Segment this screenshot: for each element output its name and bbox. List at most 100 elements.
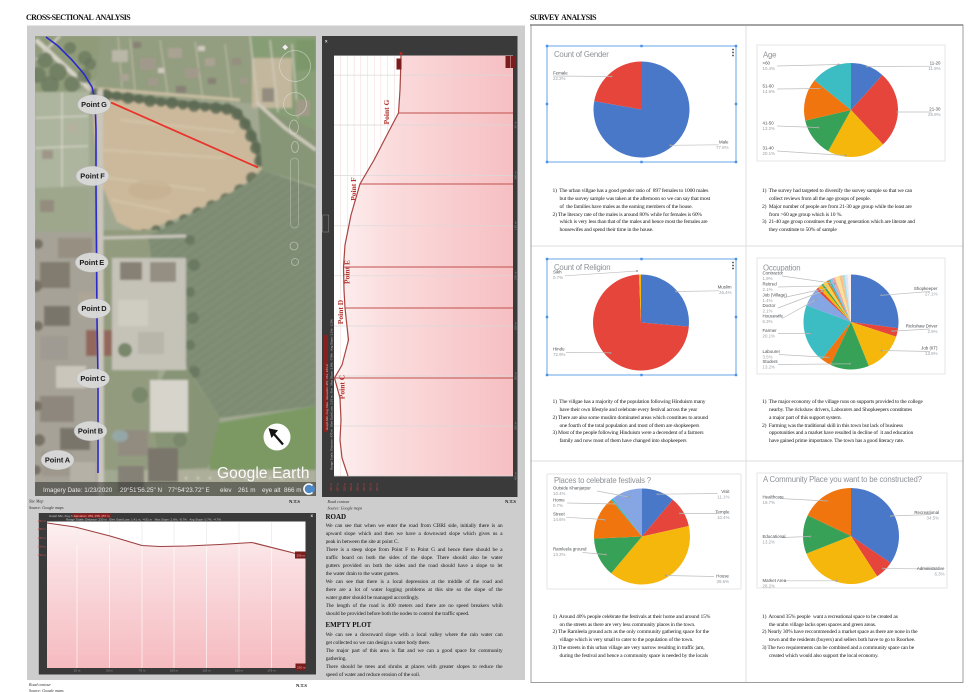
svg-text:Point D: Point D bbox=[81, 304, 107, 313]
svg-text:41-50: 41-50 bbox=[763, 121, 775, 126]
svg-text:House: House bbox=[716, 574, 729, 579]
svg-text:Job (Village): Job (Village) bbox=[763, 293, 788, 298]
svg-text:22.2%: 22.2% bbox=[553, 76, 566, 81]
svg-text:77.8%: 77.8% bbox=[716, 145, 729, 150]
svg-text:elev: elev bbox=[220, 487, 232, 494]
svg-text:13.2%: 13.2% bbox=[763, 365, 776, 370]
svg-text:Point G: Point G bbox=[382, 99, 391, 124]
svg-text:77°54'23.72" E: 77°54'23.72" E bbox=[168, 486, 210, 494]
svg-text:25 m: 25 m bbox=[74, 669, 81, 673]
svg-text:Labourer: Labourer bbox=[763, 349, 781, 354]
svg-text:x: x bbox=[311, 513, 314, 518]
svg-text:14.6%: 14.6% bbox=[553, 517, 566, 522]
svg-text:Rickshaw Driver: Rickshaw Driver bbox=[906, 324, 938, 329]
svg-text:Educational: Educational bbox=[763, 534, 786, 539]
svg-text:Point E: Point E bbox=[79, 258, 104, 267]
svg-text:Visit: Visit bbox=[721, 489, 730, 494]
svg-text:Job (IIT): Job (IIT) bbox=[921, 346, 938, 351]
svg-text:34.5%: 34.5% bbox=[927, 516, 940, 521]
svg-text:Road contour: Road contour bbox=[327, 499, 350, 504]
svg-text:261 m: 261 m bbox=[238, 487, 256, 494]
svg-text:Graph Min, Avg, Max Elevatio: Graph Min, Avg, Max Elevation: 257, 261,… bbox=[325, 363, 329, 430]
svg-text:6.3%: 6.3% bbox=[763, 319, 773, 324]
svg-text:Farmer: Farmer bbox=[763, 328, 778, 333]
svg-text:10.4%: 10.4% bbox=[553, 491, 566, 496]
svg-text:263 m: 263 m bbox=[375, 482, 379, 491]
svg-text:2.1%: 2.1% bbox=[763, 287, 773, 292]
svg-text:Point A: Point A bbox=[45, 456, 71, 465]
svg-text:866 m: 866 m bbox=[284, 487, 302, 494]
svg-text:6.3%: 6.3% bbox=[934, 572, 944, 577]
svg-text:Contractor: Contractor bbox=[763, 271, 784, 276]
svg-text:13.2%: 13.2% bbox=[763, 540, 776, 545]
svg-text:N.T.S: N.T.S bbox=[289, 499, 300, 504]
svg-text:13.2%: 13.2% bbox=[763, 126, 776, 131]
svg-text:Google Earth: Google Earth bbox=[217, 465, 310, 482]
svg-text:Places to celebrate festivals: Places to celebrate festivals ? bbox=[554, 476, 652, 485]
svg-text:Point G: Point G bbox=[81, 100, 107, 109]
svg-text:Imagery Date: 1/23/2020: Imagery Date: 1/23/2020 bbox=[43, 487, 113, 494]
svg-text:13.9%: 13.9% bbox=[925, 351, 938, 356]
svg-text:29°51'56.25" N: 29°51'56.25" N bbox=[120, 486, 162, 494]
svg-text:Count of Gender: Count of Gender bbox=[554, 50, 609, 59]
svg-text:257 m: 257 m bbox=[336, 482, 340, 491]
svg-text:10.4%: 10.4% bbox=[717, 515, 730, 520]
svg-text:51-60: 51-60 bbox=[763, 84, 775, 89]
svg-text:230 m: 230 m bbox=[297, 666, 306, 670]
svg-text:150 m: 150 m bbox=[235, 669, 244, 673]
svg-text:14.6%: 14.6% bbox=[763, 89, 776, 94]
svg-text:Student: Student bbox=[763, 359, 779, 364]
svg-text:50 m: 50 m bbox=[106, 669, 113, 673]
svg-text:Count of Religion: Count of Religion bbox=[554, 263, 610, 272]
svg-text:10.4%: 10.4% bbox=[763, 66, 776, 71]
svg-text:31-40: 31-40 bbox=[763, 146, 775, 151]
svg-text:Road contour: Road contour bbox=[28, 682, 51, 687]
svg-text:Male: Male bbox=[719, 140, 729, 145]
svg-text:Street: Street bbox=[553, 512, 565, 517]
svg-text:Muslim: Muslim bbox=[718, 285, 732, 290]
svg-text:Graph Min, Avg, Max: Graph Min, Avg, Max bbox=[49, 514, 77, 518]
svg-text:x: x bbox=[325, 39, 328, 44]
svg-text:A Community Place you want to: A Community Place you want to be constru… bbox=[763, 475, 923, 484]
svg-text:Range Totals: Distance: 470 m: Range Totals: Distance: 470 m Elev Gain/… bbox=[330, 319, 334, 470]
svg-text:Female: Female bbox=[553, 71, 568, 76]
svg-text:Point E: Point E bbox=[343, 260, 352, 284]
svg-text:>60: >60 bbox=[763, 61, 771, 66]
svg-text:Market Area: Market Area bbox=[763, 578, 787, 583]
svg-text:262 m: 262 m bbox=[369, 482, 373, 491]
svg-text:Housewife: Housewife bbox=[763, 314, 784, 319]
svg-text:Site Map: Site Map bbox=[29, 499, 43, 504]
svg-text:Point F: Point F bbox=[349, 177, 358, 201]
svg-text:0.7%: 0.7% bbox=[553, 275, 563, 280]
svg-text:20.1%: 20.1% bbox=[763, 334, 776, 339]
svg-text:125 m: 125 m bbox=[202, 669, 211, 673]
svg-text:Outside Khanjarpur: Outside Khanjarpur bbox=[553, 486, 591, 491]
svg-text:Recreational: Recreational bbox=[914, 510, 939, 515]
svg-text:Elevation: 256, 258, 257 m: Elevation: 256, 258, 257 m bbox=[74, 514, 110, 518]
svg-text:175 m: 175 m bbox=[267, 669, 276, 673]
svg-text:100 m: 100 m bbox=[514, 171, 518, 180]
svg-text:256 m: 256 m bbox=[329, 482, 333, 491]
svg-text:Source: Google maps: Source: Google maps bbox=[328, 506, 363, 511]
svg-text:Point B: Point B bbox=[78, 427, 103, 436]
svg-text:Sikh: Sikh bbox=[553, 270, 562, 275]
svg-text:26.4%: 26.4% bbox=[719, 290, 732, 295]
svg-text:Occupation: Occupation bbox=[763, 264, 800, 273]
svg-text:11.9%: 11.9% bbox=[928, 66, 940, 71]
svg-text:Source: Google maps: Source: Google maps bbox=[29, 688, 64, 692]
svg-text:eye alt: eye alt bbox=[262, 487, 281, 494]
svg-text:300 m: 300 m bbox=[514, 371, 518, 380]
svg-text:27.1%: 27.1% bbox=[925, 292, 938, 297]
svg-text:258 m: 258 m bbox=[342, 482, 346, 491]
svg-text:261 m: 261 m bbox=[362, 482, 366, 491]
svg-text:257 m: 257 m bbox=[38, 519, 47, 523]
svg-text:21-30: 21-30 bbox=[929, 107, 941, 112]
svg-text:100 m: 100 m bbox=[170, 669, 179, 673]
svg-text:Ramleela ground: Ramleela ground bbox=[553, 547, 587, 552]
svg-text:400 m: 400 m bbox=[514, 471, 518, 480]
svg-text:11.1%: 11.1% bbox=[717, 494, 729, 499]
svg-text:Source: Google maps: Source: Google maps bbox=[29, 505, 64, 510]
svg-text:Home: Home bbox=[553, 498, 565, 503]
svg-text:20.1%: 20.1% bbox=[763, 151, 776, 156]
svg-text:11-20: 11-20 bbox=[930, 61, 941, 66]
